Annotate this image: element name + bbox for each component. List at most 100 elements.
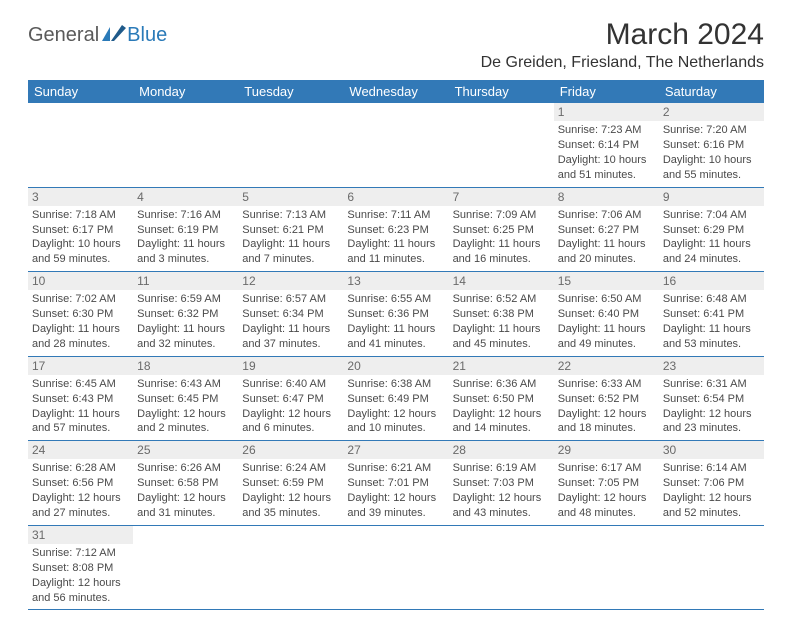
calendar-week-row: 1Sunrise: 7:23 AMSunset: 6:14 PMDaylight…: [28, 103, 764, 187]
day-daylight2: and 11 minutes.: [347, 252, 444, 267]
day-number: 20: [343, 357, 448, 375]
day-daylight2: and 37 minutes.: [242, 337, 339, 352]
day-sunset: Sunset: 6:41 PM: [663, 307, 760, 322]
day-daylight2: and 20 minutes.: [558, 252, 655, 267]
calendar-day-cell: 12Sunrise: 6:57 AMSunset: 6:34 PMDayligh…: [238, 272, 343, 357]
day-number: [133, 526, 238, 528]
weekday-header: Monday: [133, 80, 238, 103]
day-sunrise: Sunrise: 6:50 AM: [558, 292, 655, 307]
calendar-day-cell: 9Sunrise: 7:04 AMSunset: 6:29 PMDaylight…: [659, 187, 764, 272]
day-daylight1: Daylight: 11 hours: [453, 237, 550, 252]
calendar-day-cell: 30Sunrise: 6:14 AMSunset: 7:06 PMDayligh…: [659, 441, 764, 526]
calendar-day-cell: 31Sunrise: 7:12 AMSunset: 8:08 PMDayligh…: [28, 525, 133, 610]
day-number: 5: [238, 188, 343, 206]
day-daylight2: and 48 minutes.: [558, 506, 655, 521]
day-number: [343, 103, 448, 105]
calendar-day-cell: [133, 525, 238, 610]
day-sunrise: Sunrise: 7:02 AM: [32, 292, 129, 307]
day-sunrise: Sunrise: 7:04 AM: [663, 208, 760, 223]
day-sunset: Sunset: 6:21 PM: [242, 223, 339, 238]
day-number: 17: [28, 357, 133, 375]
day-daylight2: and 16 minutes.: [453, 252, 550, 267]
day-daylight1: Daylight: 11 hours: [242, 322, 339, 337]
day-daylight1: Daylight: 12 hours: [558, 491, 655, 506]
day-sunrise: Sunrise: 6:57 AM: [242, 292, 339, 307]
calendar-day-cell: 11Sunrise: 6:59 AMSunset: 6:32 PMDayligh…: [133, 272, 238, 357]
day-sunrise: Sunrise: 7:13 AM: [242, 208, 339, 223]
day-sunrise: Sunrise: 6:36 AM: [453, 377, 550, 392]
day-daylight2: and 52 minutes.: [663, 506, 760, 521]
calendar-day-cell: 18Sunrise: 6:43 AMSunset: 6:45 PMDayligh…: [133, 356, 238, 441]
calendar-week-row: 3Sunrise: 7:18 AMSunset: 6:17 PMDaylight…: [28, 187, 764, 272]
day-daylight2: and 31 minutes.: [137, 506, 234, 521]
day-sunset: Sunset: 6:36 PM: [347, 307, 444, 322]
day-sunset: Sunset: 6:14 PM: [558, 138, 655, 153]
day-daylight2: and 35 minutes.: [242, 506, 339, 521]
day-number: 23: [659, 357, 764, 375]
logo-text-blue: Blue: [127, 24, 167, 47]
day-daylight1: Daylight: 11 hours: [663, 237, 760, 252]
calendar-day-cell: 14Sunrise: 6:52 AMSunset: 6:38 PMDayligh…: [449, 272, 554, 357]
day-daylight1: Daylight: 10 hours: [663, 153, 760, 168]
day-daylight1: Daylight: 11 hours: [32, 322, 129, 337]
day-daylight1: Daylight: 12 hours: [32, 576, 129, 591]
calendar-day-cell: [554, 525, 659, 610]
day-daylight2: and 24 minutes.: [663, 252, 760, 267]
day-number: 27: [343, 441, 448, 459]
day-sunrise: Sunrise: 7:09 AM: [453, 208, 550, 223]
day-sunrise: Sunrise: 6:31 AM: [663, 377, 760, 392]
weekday-header: Sunday: [28, 80, 133, 103]
calendar-day-cell: 10Sunrise: 7:02 AMSunset: 6:30 PMDayligh…: [28, 272, 133, 357]
calendar-day-cell: [449, 103, 554, 187]
day-sunrise: Sunrise: 6:55 AM: [347, 292, 444, 307]
day-sunrise: Sunrise: 7:20 AM: [663, 123, 760, 138]
day-sunset: Sunset: 6:47 PM: [242, 392, 339, 407]
day-sunset: Sunset: 6:45 PM: [137, 392, 234, 407]
calendar-day-cell: [449, 525, 554, 610]
day-sunset: Sunset: 6:34 PM: [242, 307, 339, 322]
calendar-day-cell: 24Sunrise: 6:28 AMSunset: 6:56 PMDayligh…: [28, 441, 133, 526]
day-sunset: Sunset: 6:23 PM: [347, 223, 444, 238]
calendar-week-row: 17Sunrise: 6:45 AMSunset: 6:43 PMDayligh…: [28, 356, 764, 441]
calendar-day-cell: 28Sunrise: 6:19 AMSunset: 7:03 PMDayligh…: [449, 441, 554, 526]
day-sunrise: Sunrise: 7:16 AM: [137, 208, 234, 223]
day-daylight2: and 2 minutes.: [137, 421, 234, 436]
day-sunrise: Sunrise: 6:40 AM: [242, 377, 339, 392]
calendar-day-cell: [133, 103, 238, 187]
day-sunset: Sunset: 6:40 PM: [558, 307, 655, 322]
day-sunrise: Sunrise: 6:45 AM: [32, 377, 129, 392]
day-daylight2: and 45 minutes.: [453, 337, 550, 352]
day-daylight1: Daylight: 11 hours: [347, 237, 444, 252]
day-number: [133, 103, 238, 105]
calendar-day-cell: [343, 525, 448, 610]
day-daylight1: Daylight: 12 hours: [242, 491, 339, 506]
title-block: March 2024 De Greiden, Friesland, The Ne…: [481, 18, 764, 72]
day-sunrise: Sunrise: 7:23 AM: [558, 123, 655, 138]
day-sunset: Sunset: 6:27 PM: [558, 223, 655, 238]
day-daylight1: Daylight: 11 hours: [347, 322, 444, 337]
day-sunrise: Sunrise: 6:26 AM: [137, 461, 234, 476]
day-daylight1: Daylight: 11 hours: [558, 237, 655, 252]
day-daylight2: and 7 minutes.: [242, 252, 339, 267]
day-sunrise: Sunrise: 6:43 AM: [137, 377, 234, 392]
day-daylight2: and 55 minutes.: [663, 168, 760, 183]
day-daylight1: Daylight: 12 hours: [242, 407, 339, 422]
day-sunset: Sunset: 7:05 PM: [558, 476, 655, 491]
calendar-day-cell: 15Sunrise: 6:50 AMSunset: 6:40 PMDayligh…: [554, 272, 659, 357]
day-sunset: Sunset: 7:01 PM: [347, 476, 444, 491]
day-daylight1: Daylight: 12 hours: [137, 491, 234, 506]
day-number: 31: [28, 526, 133, 544]
calendar-body: 1Sunrise: 7:23 AMSunset: 6:14 PMDaylight…: [28, 103, 764, 610]
day-daylight2: and 51 minutes.: [558, 168, 655, 183]
calendar-day-cell: [659, 525, 764, 610]
day-daylight2: and 3 minutes.: [137, 252, 234, 267]
day-number: 10: [28, 272, 133, 290]
calendar-week-row: 24Sunrise: 6:28 AMSunset: 6:56 PMDayligh…: [28, 441, 764, 526]
day-daylight1: Daylight: 12 hours: [453, 407, 550, 422]
day-sunrise: Sunrise: 6:33 AM: [558, 377, 655, 392]
day-daylight1: Daylight: 11 hours: [558, 322, 655, 337]
weekday-header-row: Sunday Monday Tuesday Wednesday Thursday…: [28, 80, 764, 103]
day-sunset: Sunset: 7:03 PM: [453, 476, 550, 491]
calendar-day-cell: 5Sunrise: 7:13 AMSunset: 6:21 PMDaylight…: [238, 187, 343, 272]
day-daylight1: Daylight: 11 hours: [32, 407, 129, 422]
